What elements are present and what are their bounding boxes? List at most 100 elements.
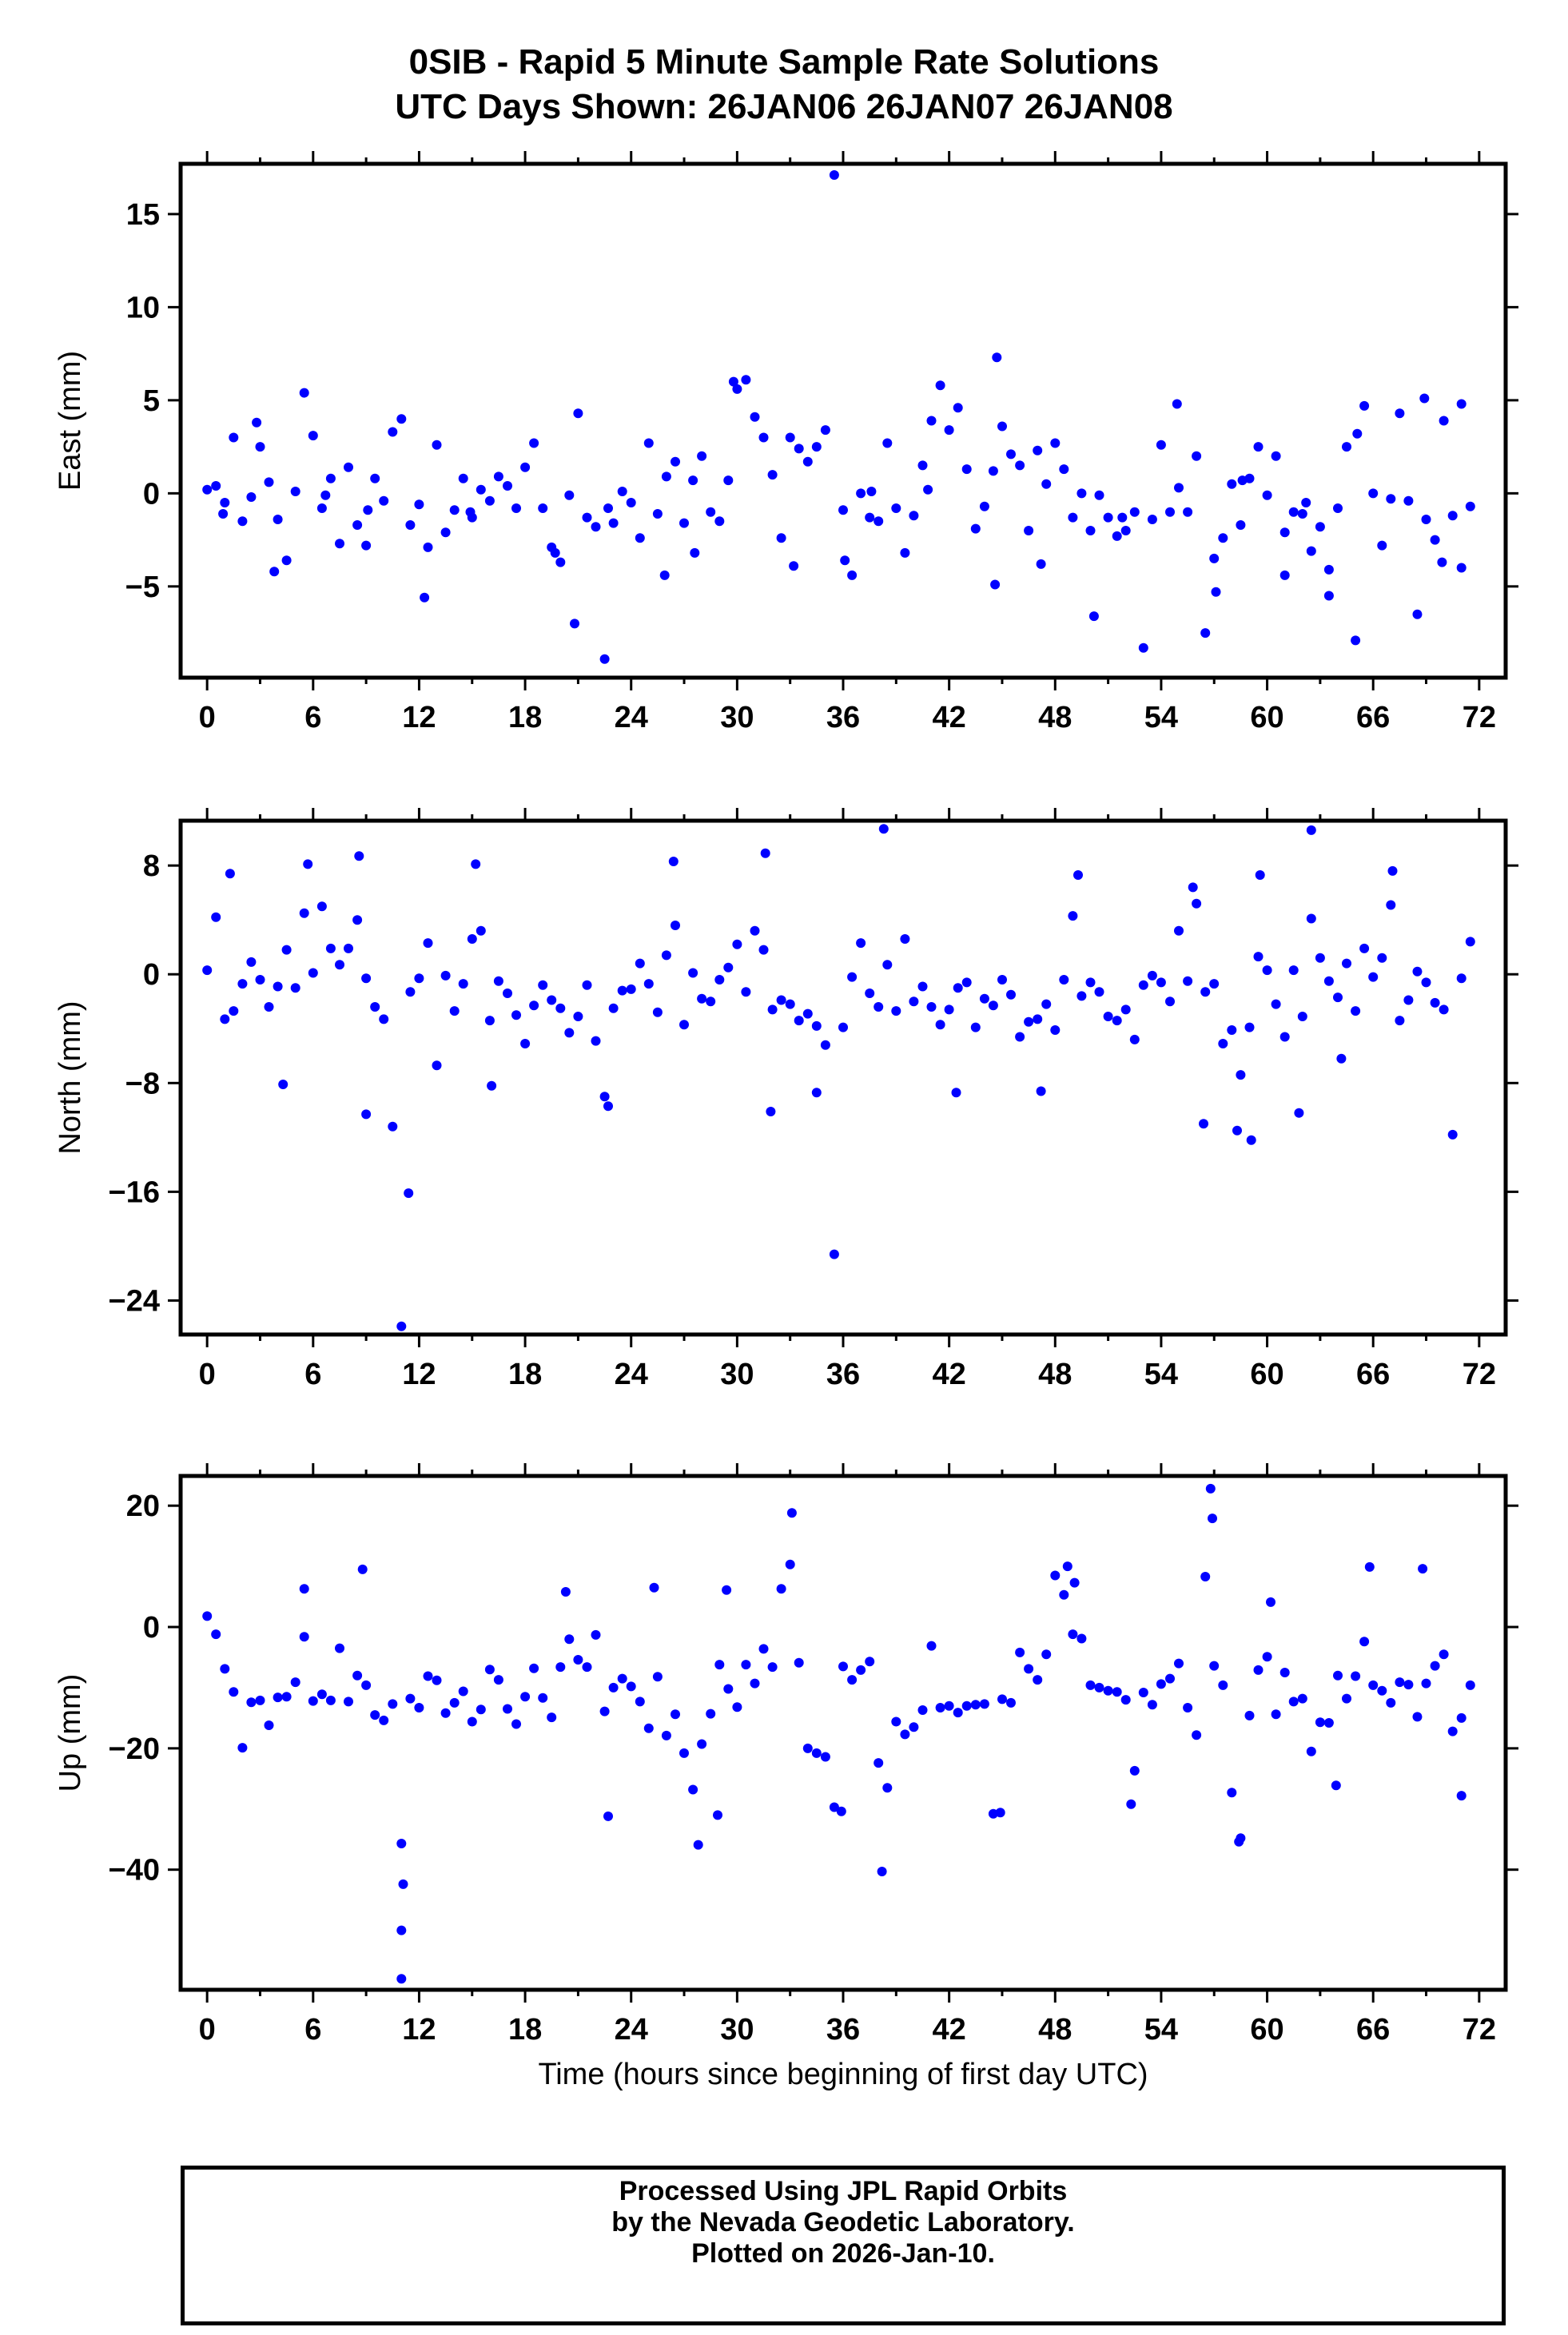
data-point [1306,1746,1316,1756]
data-point [626,498,636,507]
data-point [252,417,262,428]
data-point [728,376,738,387]
data-point [909,1722,919,1732]
data-point [1288,1697,1299,1707]
data-point [1386,1697,1396,1708]
data-point [1006,1697,1016,1708]
data-point [538,503,548,513]
x-tick-label: 24 [615,1358,648,1391]
data-point [840,555,850,566]
x-tick-label: 24 [615,701,648,734]
data-point [1094,490,1104,500]
data-point [476,484,486,495]
data-point [1439,1649,1449,1660]
data-point [874,1002,884,1012]
data-point [1015,1032,1025,1042]
data-point [281,1692,292,1702]
y-tick-label: 0 [143,958,160,992]
data-point [802,456,813,467]
data-point [405,987,416,997]
data-point [1368,488,1379,499]
data-point [396,1925,407,1935]
data-point [988,466,998,476]
data-point [388,1699,398,1709]
data-point [649,1582,659,1593]
data-point [750,1678,760,1689]
data-point [1227,1025,1237,1035]
data-point [281,945,292,955]
data-point [794,444,804,454]
data-point [786,1508,797,1518]
data-point [811,442,822,452]
x-tick-label: 36 [826,2013,860,2047]
data-point [643,1723,654,1733]
data-point [325,473,336,483]
data-point [643,979,654,989]
data-point [829,1802,839,1812]
data-point [758,1644,769,1654]
data-point [465,507,476,517]
data-point [220,1664,230,1674]
data-point [706,996,716,1007]
data-point [1279,570,1290,580]
data-point [979,1699,989,1709]
data-point [1430,997,1440,1008]
data-point [1156,977,1166,988]
data-point [891,1006,901,1016]
data-point [1437,557,1447,567]
data-point [909,511,919,521]
data-point [1253,442,1264,452]
data-point [1246,1135,1256,1145]
data-point [706,1708,716,1719]
data-point [432,1060,442,1071]
data-point [299,1632,309,1642]
data-point [679,1020,689,1030]
data-point [1165,1673,1175,1684]
data-point [882,1783,893,1793]
data-point [1465,1680,1475,1690]
y-tick-label: 8 [143,849,160,883]
data-point [847,972,858,982]
data-point [503,1704,512,1714]
data-point [1024,526,1034,535]
data-point [951,1088,961,1098]
data-point [1306,825,1316,835]
up-panel: 0 6 12 18 24 30 36 42 48 54 60 66 72 −40 −20 0 20 Up (mm)… [54,1463,1518,2091]
x-tick-label: 72 [1463,2013,1496,2047]
data-point [723,962,734,973]
data-point [1403,495,1414,506]
data-point [1068,911,1078,921]
data-point [269,567,280,577]
data-point [1418,1564,1428,1574]
data-point [1253,952,1264,962]
data-point [264,477,274,487]
x-tick-label: 60 [1250,2013,1283,2047]
data-point [1421,515,1431,524]
data-point [785,432,795,443]
data-point [1421,1678,1431,1689]
data-point [643,438,654,448]
data-point [1024,1664,1034,1674]
data-point [723,1684,734,1694]
data-point [926,1002,937,1012]
data-point [1015,1647,1025,1657]
data-point [503,988,512,998]
data-point [398,1879,408,1889]
data-point [1342,958,1351,969]
data-point [396,414,407,424]
data-point [882,438,893,448]
data-point [361,1109,372,1120]
data-point [1129,1765,1140,1776]
data-point [1386,900,1396,910]
data-point [1315,953,1325,963]
data-point [1156,1679,1166,1689]
data-point [961,977,972,988]
data-point [811,1020,822,1031]
footer-line-3: Plotted on 2026-Jan-10. [691,2238,995,2269]
data-point [1403,1680,1414,1690]
data-point [361,973,372,984]
data-point [1377,540,1387,551]
x-tick-label: 48 [1038,1358,1072,1391]
data-point [361,1680,372,1690]
data-point [1336,1053,1347,1064]
